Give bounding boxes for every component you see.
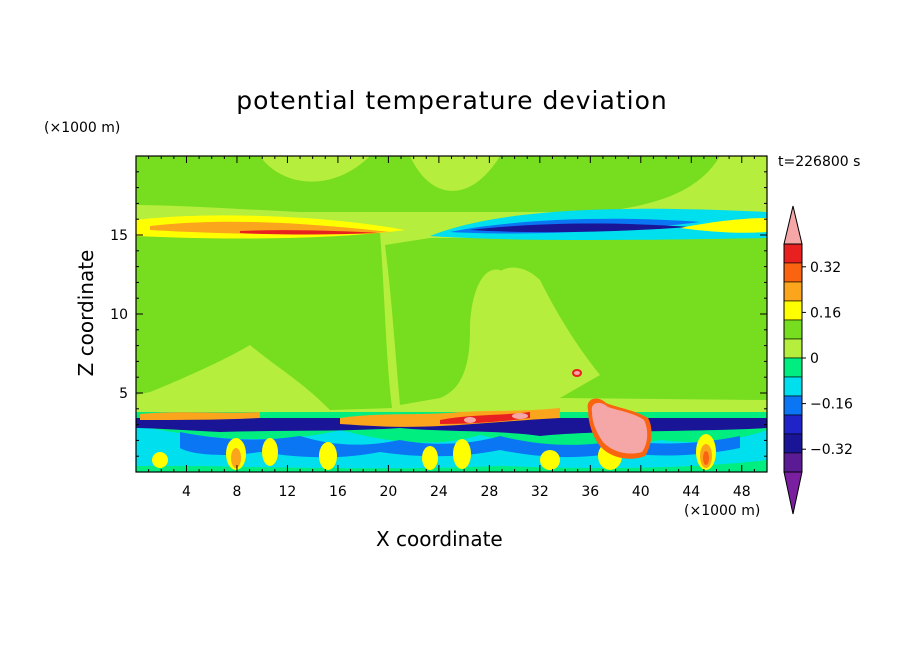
warm-plume-spots (464, 369, 640, 423)
x-tick-label: 16 (329, 484, 347, 500)
colorbar-tick-label: 0 (810, 351, 819, 367)
green-plume (480, 267, 600, 398)
colorbar-band (783, 433, 803, 454)
colorbar-tick-label: 0.16 (810, 305, 841, 321)
colorbar: 0.32 0.16 0 −0.16 −0.32 (783, 205, 853, 515)
colorbar-tick-label: −0.32 (810, 442, 853, 458)
colorbar-band (783, 395, 803, 416)
upper-region (136, 156, 720, 212)
time-label: t=226800 s (778, 154, 861, 170)
x-axis-label: X coordinate (376, 527, 503, 551)
x-axis: 4 8 12 16 20 24 28 32 36 40 44 48 (148, 156, 755, 500)
y-tick-label: 10 (110, 307, 128, 323)
contour-field (136, 156, 767, 472)
y-axis: 5 10 15 (110, 171, 767, 457)
colorbar-band (783, 243, 803, 264)
inversion-red-streaks (440, 412, 530, 424)
x-tick-label: 28 (480, 484, 498, 500)
neg-region-mid (385, 238, 767, 405)
x-tick-label: 12 (279, 484, 297, 500)
x-tick-label: 20 (379, 484, 397, 500)
y-tick-label: 5 (119, 386, 128, 402)
x-tick-label: 4 (182, 484, 191, 500)
colorbar-arrow-bottom (783, 471, 803, 515)
z-unit-label: (×1000 m) (44, 120, 121, 136)
colorbar-band (783, 319, 803, 340)
colorbar-band (783, 414, 803, 435)
colorbar-band (783, 300, 803, 321)
cold-band-core (470, 223, 690, 233)
colorbar-band (783, 338, 803, 359)
warm-band-right (680, 218, 767, 233)
x-tick-label: 32 (531, 484, 549, 500)
hot-core-15km (240, 230, 380, 235)
colorbar-band (783, 452, 803, 473)
x-unit-label: (×1000 m) (684, 503, 761, 519)
x-tick-label: 40 (632, 484, 650, 500)
colorbar-band (783, 357, 803, 378)
surface-warm-blobs (152, 434, 716, 470)
colorbar-tick-label: 0.32 (810, 260, 841, 276)
warm-plume-core (591, 402, 648, 454)
colorbar-band (783, 281, 803, 302)
y-tick-label: 15 (110, 228, 128, 244)
chart-title: potential temperature deviation (236, 86, 668, 115)
x-tick-label: 24 (430, 484, 448, 500)
x-tick-label: 44 (682, 484, 700, 500)
colorbar-band (783, 376, 803, 397)
colorbar-tick-label: −0.16 (810, 397, 853, 413)
neg-region-left (136, 230, 392, 410)
x-tick-label: 36 (581, 484, 599, 500)
x-tick-label: 48 (733, 484, 751, 500)
colorbar-arrow-top (783, 205, 803, 245)
colorbar-band (783, 262, 803, 283)
x-tick-label: 8 (232, 484, 241, 500)
